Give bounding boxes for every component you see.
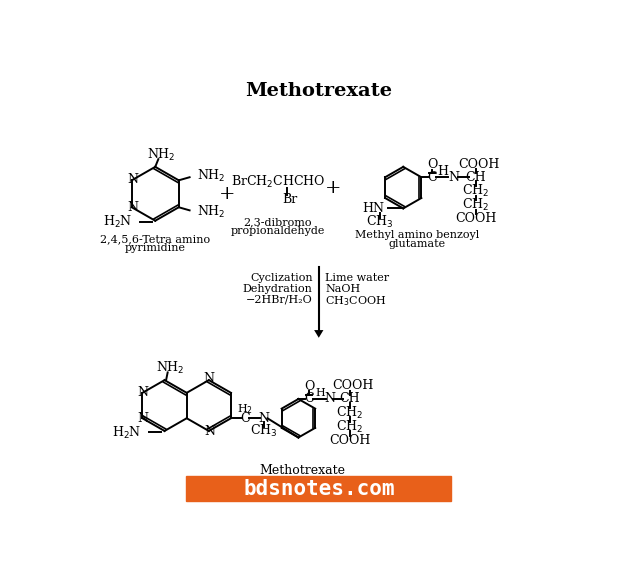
Text: +: + [219, 185, 236, 203]
Text: Lime water: Lime water [325, 273, 389, 283]
Text: 2,4,5,6-Tetra amino: 2,4,5,6-Tetra amino [100, 234, 210, 244]
Text: N: N [204, 425, 215, 438]
Text: O: O [427, 158, 437, 171]
Bar [186, 476, 452, 501]
Text: −2HBr/H₂O: −2HBr/H₂O [246, 295, 313, 304]
Text: CH$_2$: CH$_2$ [336, 419, 363, 435]
Text: CH$_3$: CH$_3$ [250, 423, 277, 439]
Text: H$_2$: H$_2$ [237, 402, 253, 416]
Text: N: N [137, 386, 149, 398]
Text: CH$_2$: CH$_2$ [462, 197, 490, 213]
Text: N: N [258, 412, 269, 424]
Text: N: N [127, 201, 138, 214]
Text: N: N [448, 171, 460, 184]
Text: NH$_2$: NH$_2$ [147, 146, 176, 163]
Text: HN: HN [363, 202, 384, 215]
Text: COOH: COOH [458, 158, 499, 171]
Text: COOH: COOH [329, 434, 370, 447]
Text: O: O [304, 380, 315, 393]
Text: Dehydration: Dehydration [243, 284, 313, 294]
Text: C: C [304, 393, 314, 406]
Text: N: N [137, 412, 149, 424]
Text: NaOH: NaOH [325, 284, 360, 294]
Text: NH$_2$: NH$_2$ [197, 168, 226, 184]
Text: C: C [427, 171, 437, 184]
Text: COOH: COOH [332, 380, 373, 393]
Text: Methotrexate: Methotrexate [245, 82, 392, 100]
Text: H: H [437, 164, 448, 178]
Text: pyrimidine: pyrimidine [125, 243, 186, 253]
Polygon shape [314, 330, 323, 338]
Text: CH$_3$COOH: CH$_3$COOH [325, 295, 386, 308]
Text: NH$_2$: NH$_2$ [157, 360, 185, 376]
Text: CH: CH [339, 393, 360, 406]
Text: H$_2$N: H$_2$N [103, 215, 132, 230]
Text: N: N [203, 372, 215, 385]
Text: +: + [325, 179, 341, 197]
Text: C: C [240, 412, 250, 424]
Text: N: N [127, 173, 138, 186]
Text: bdsnotes.com: bdsnotes.com [243, 479, 394, 498]
Text: COOH: COOH [455, 212, 496, 225]
Text: CH$_2$: CH$_2$ [462, 183, 490, 199]
Text: H: H [315, 388, 325, 398]
Text: CH$_2$: CH$_2$ [336, 405, 363, 421]
Text: Methyl amino benzoyl: Methyl amino benzoyl [355, 230, 480, 240]
Text: glutamate: glutamate [389, 239, 446, 249]
Text: Methotrexate: Methotrexate [259, 464, 345, 477]
Text: 2,3-dibromo: 2,3-dibromo [243, 217, 312, 227]
Text: propionaldehyde: propionaldehyde [231, 226, 325, 236]
Text: Cyclization: Cyclization [250, 273, 313, 283]
Text: Br: Br [282, 193, 298, 205]
Text: CH: CH [465, 171, 486, 184]
Text: N: N [324, 393, 335, 406]
Text: BrCH$_2$CHCHO: BrCH$_2$CHCHO [231, 174, 325, 190]
Text: CH$_3$: CH$_3$ [366, 213, 394, 229]
Text: NH$_2$: NH$_2$ [197, 204, 226, 220]
Text: H$_2$N: H$_2$N [112, 424, 141, 440]
